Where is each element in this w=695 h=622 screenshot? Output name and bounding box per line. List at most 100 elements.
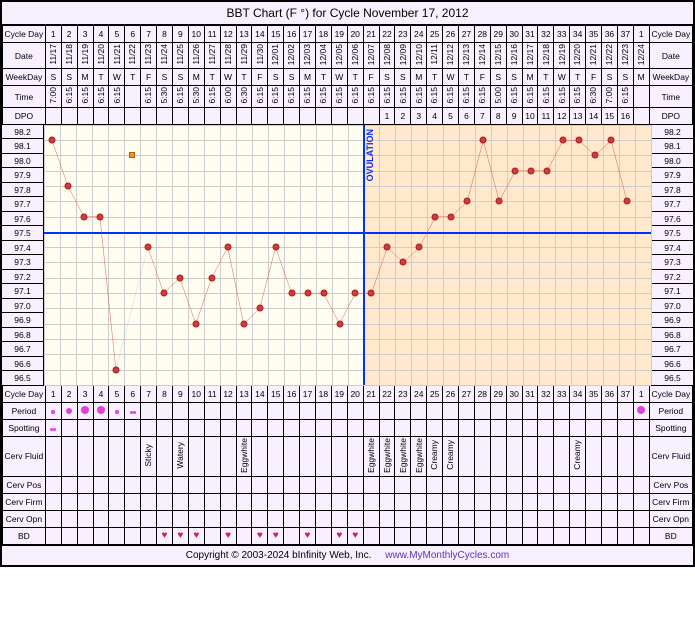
cell — [268, 402, 284, 419]
cell — [284, 493, 300, 510]
temp-point — [336, 320, 343, 327]
temp-point — [608, 137, 615, 144]
cell: 8 — [157, 26, 173, 43]
cell — [61, 527, 77, 544]
cell — [602, 476, 618, 493]
cell: 6:15 — [347, 86, 363, 108]
cell: 7 — [141, 385, 157, 402]
cell: 23 — [395, 26, 411, 43]
cell: 35 — [586, 26, 602, 43]
cell — [157, 493, 173, 510]
heart-icon: ♥ — [193, 530, 199, 541]
cell: T — [125, 69, 141, 86]
cell: S — [617, 69, 633, 86]
cell: 12/05 — [331, 43, 347, 69]
cell: M — [411, 69, 427, 86]
temp-point — [96, 213, 103, 220]
cell — [125, 107, 141, 124]
cell — [252, 493, 268, 510]
cell — [347, 436, 363, 476]
cell — [633, 527, 649, 544]
cell — [617, 510, 633, 527]
cell — [363, 107, 379, 124]
cell — [633, 436, 649, 476]
cell: 6:15 — [77, 86, 93, 108]
cell: 6:15 — [411, 86, 427, 108]
cell: S — [602, 69, 618, 86]
cell — [331, 493, 347, 510]
footer-link[interactable]: www.MyMonthlyCycles.com — [385, 550, 509, 561]
cell: 4 — [427, 107, 443, 124]
cell — [458, 510, 474, 527]
cell — [474, 419, 490, 436]
cell: T — [427, 69, 443, 86]
cell — [45, 476, 61, 493]
cell — [188, 436, 204, 476]
cell: 6 — [125, 385, 141, 402]
cell — [443, 402, 459, 419]
cell: 9 — [172, 26, 188, 43]
cell — [284, 107, 300, 124]
cell: 6:15 — [61, 86, 77, 108]
cell: 15 — [268, 26, 284, 43]
cell: 29 — [490, 385, 506, 402]
cell — [172, 107, 188, 124]
cell: 10 — [522, 107, 538, 124]
cell — [204, 402, 220, 419]
cell — [252, 107, 268, 124]
cell — [252, 476, 268, 493]
cell: 6:15 — [268, 86, 284, 108]
cell — [172, 510, 188, 527]
footer-copyright: Copyright © 2003-2024 bInfinity Web, Inc… — [186, 550, 372, 561]
cell — [443, 476, 459, 493]
cell: Creamy — [427, 436, 443, 476]
cell — [45, 493, 61, 510]
cell — [315, 436, 331, 476]
cell — [458, 493, 474, 510]
cell — [188, 402, 204, 419]
cell: S — [395, 69, 411, 86]
rowlabel-cycleday: Cycle Day — [3, 26, 46, 43]
cell: 6:15 — [300, 86, 316, 108]
cell — [141, 107, 157, 124]
cell: 1 — [633, 385, 649, 402]
cell — [490, 527, 506, 544]
cell — [204, 476, 220, 493]
cell — [331, 510, 347, 527]
cell — [554, 493, 570, 510]
cell: 22 — [379, 26, 395, 43]
cell: Eggwhite — [363, 436, 379, 476]
cell — [220, 107, 236, 124]
cell — [315, 527, 331, 544]
cell — [570, 493, 586, 510]
cell: T — [347, 69, 363, 86]
cell — [220, 419, 236, 436]
cell: 35 — [586, 385, 602, 402]
cell — [586, 476, 602, 493]
cell — [570, 527, 586, 544]
cell — [204, 510, 220, 527]
cell — [522, 419, 538, 436]
cell — [506, 419, 522, 436]
cell — [109, 436, 125, 476]
cell — [633, 476, 649, 493]
heart-icon: ♥ — [162, 530, 168, 541]
cell — [379, 510, 395, 527]
header-table: Cycle Day1234567891011121314151617181920… — [2, 25, 693, 125]
cell: 20 — [347, 26, 363, 43]
cell — [617, 476, 633, 493]
cell — [347, 493, 363, 510]
cell: 12/24 — [633, 43, 649, 69]
cell: 12/06 — [347, 43, 363, 69]
rowlabel-cervfirm: Cerv Firm — [3, 493, 46, 510]
cell — [284, 402, 300, 419]
cell — [395, 419, 411, 436]
temp-point — [352, 290, 359, 297]
cell — [220, 510, 236, 527]
cell: 11/28 — [220, 43, 236, 69]
cell — [538, 419, 554, 436]
cell — [522, 436, 538, 476]
cell — [602, 402, 618, 419]
cell — [474, 510, 490, 527]
cell: 12/15 — [490, 43, 506, 69]
